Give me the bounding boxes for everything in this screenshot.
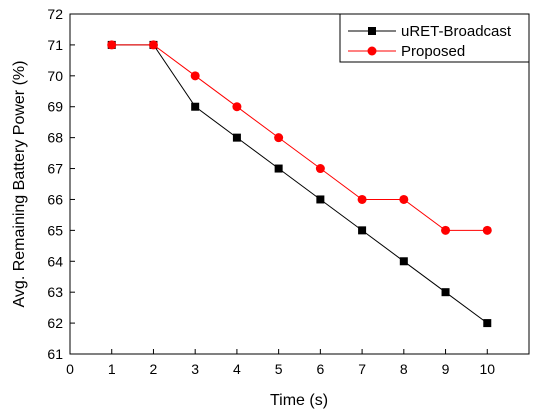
data-point-proposed — [190, 71, 200, 81]
series-line-uret-broadcast — [111, 44, 488, 324]
data-point-uret-broadcast — [483, 319, 492, 328]
x-tick-label: 0 — [66, 361, 74, 377]
y-tick-label: 62 — [47, 315, 63, 331]
x-tick-label: 2 — [150, 361, 158, 377]
data-point-uret-broadcast — [399, 257, 408, 266]
x-tick-label: 7 — [358, 361, 366, 377]
data-point-proposed — [482, 225, 492, 235]
x-axis: 0 1 2 3 4 5 6 7 8 9 10 — [66, 349, 495, 377]
y-axis: 61 62 63 64 65 66 67 68 69 70 71 72 — [47, 6, 75, 362]
y-tick-label: 69 — [47, 99, 63, 115]
data-point-uret-broadcast — [316, 195, 325, 204]
legend: uRET-Broadcast Proposed — [339, 13, 530, 63]
x-tick-label: 4 — [233, 361, 241, 377]
x-tick-label: 10 — [479, 361, 495, 377]
y-tick-label: 71 — [47, 37, 63, 53]
data-point-proposed — [357, 194, 367, 204]
y-tick-label: 67 — [47, 161, 63, 177]
series-line-proposed — [111, 44, 488, 231]
data-point-proposed — [399, 194, 409, 204]
x-tick-label: 8 — [400, 361, 408, 377]
y-tick-label: 70 — [47, 68, 63, 84]
y-tick-label: 65 — [47, 222, 63, 238]
y-axis-title: Avg. Remaining Battery Power (%) — [11, 61, 28, 308]
data-point-proposed — [107, 40, 117, 50]
y-tick-label: 72 — [47, 6, 63, 22]
legend-marker-proposed — [367, 46, 377, 56]
data-point-proposed — [441, 225, 451, 235]
series-layer — [107, 40, 492, 328]
legend-label-uret-broadcast: uRET-Broadcast — [401, 23, 512, 40]
x-tick-label: 6 — [316, 361, 324, 377]
y-tick-label: 63 — [47, 284, 63, 300]
y-tick-label: 68 — [47, 130, 63, 146]
y-tick-label: 66 — [47, 191, 63, 207]
plot-frame — [69, 13, 530, 355]
x-tick-label: 3 — [191, 361, 199, 377]
y-tick-label: 61 — [47, 346, 63, 362]
data-point-uret-broadcast — [232, 133, 241, 142]
data-point-uret-broadcast — [441, 288, 450, 297]
x-tick-label: 9 — [442, 361, 450, 377]
data-point-uret-broadcast — [358, 226, 367, 235]
legend-label-proposed: Proposed — [401, 43, 465, 60]
data-point-uret-broadcast — [274, 164, 283, 173]
x-tick-label: 1 — [108, 361, 116, 377]
data-point-proposed — [148, 40, 158, 50]
y-tick-label: 64 — [47, 253, 63, 269]
data-point-proposed — [274, 133, 284, 143]
x-axis-title: Time (s) — [270, 392, 328, 409]
legend-marker-uret-broadcast — [368, 27, 376, 35]
x-tick-label: 5 — [275, 361, 283, 377]
data-point-proposed — [232, 102, 242, 112]
data-point-proposed — [315, 164, 325, 174]
data-point-uret-broadcast — [191, 102, 200, 111]
